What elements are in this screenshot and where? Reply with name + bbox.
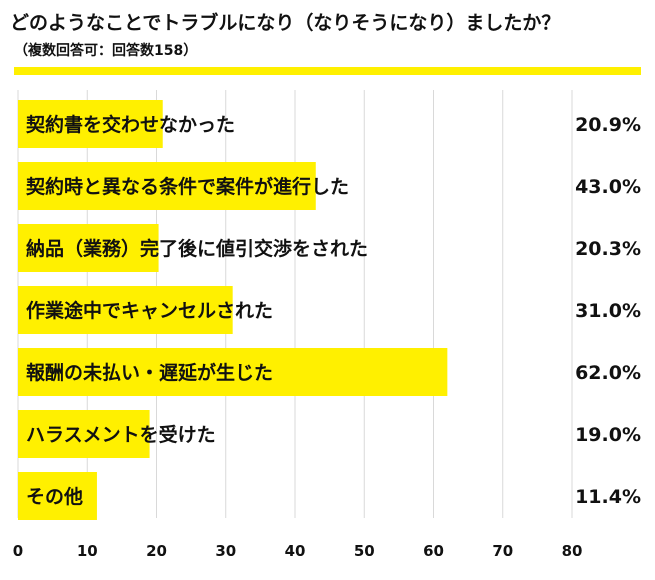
category-label: 納品（業務）完了後に値引交渉をされた: [26, 237, 368, 260]
x-tick-label: 80: [562, 542, 583, 560]
x-axis-ticks: 0 10 20 30 40 50 60 70 80: [13, 542, 583, 560]
category-label: ハラスメントを受けた: [26, 423, 216, 446]
value-label: 20.9%: [575, 114, 641, 136]
bar: [18, 286, 233, 334]
title-underline: [14, 67, 641, 75]
x-tick-label: 20: [146, 542, 167, 560]
bars: [18, 100, 448, 520]
category-labels: 契約書を交わせなかった契約時と異なる条件で案件が進行した納品（業務）完了後に値引…: [25, 113, 368, 508]
bar: [18, 100, 163, 148]
x-tick-label: 10: [77, 542, 98, 560]
x-tick-label: 50: [354, 542, 375, 560]
chart-subtitle: （複数回答可：回答数158）: [14, 43, 198, 59]
value-label: 19.0%: [575, 424, 641, 446]
bar: [18, 410, 150, 458]
chart-title: どのようなことでトラブルになり（なりそうになり）ましたか？: [10, 12, 561, 34]
x-tick-label: 60: [423, 542, 444, 560]
x-tick-label: 40: [285, 542, 306, 560]
value-label: 11.4%: [575, 486, 641, 508]
x-tick-label: 30: [215, 542, 236, 560]
bar: [18, 472, 97, 520]
bar: [18, 224, 159, 272]
value-label: 43.0%: [575, 176, 641, 198]
x-tick-label: 70: [492, 542, 513, 560]
category-label: 契約書を交わせなかった: [25, 113, 235, 136]
category-label: 報酬の未払い・遅延が生じた: [26, 361, 273, 384]
value-label: 31.0%: [575, 300, 641, 322]
value-label: 62.0%: [575, 362, 641, 384]
category-label: 作業途中でキャンセルされた: [26, 299, 273, 322]
value-label: 20.3%: [575, 238, 641, 260]
category-label: 契約時と異なる条件で案件が進行した: [25, 175, 349, 198]
value-labels: 20.9% 43.0% 20.3% 31.0% 62.0% 19.0% 11.4%: [575, 114, 641, 508]
bar: [18, 162, 316, 210]
category-label: その他: [26, 485, 83, 508]
x-tick-label: 0: [13, 542, 23, 560]
bar: [18, 348, 448, 396]
